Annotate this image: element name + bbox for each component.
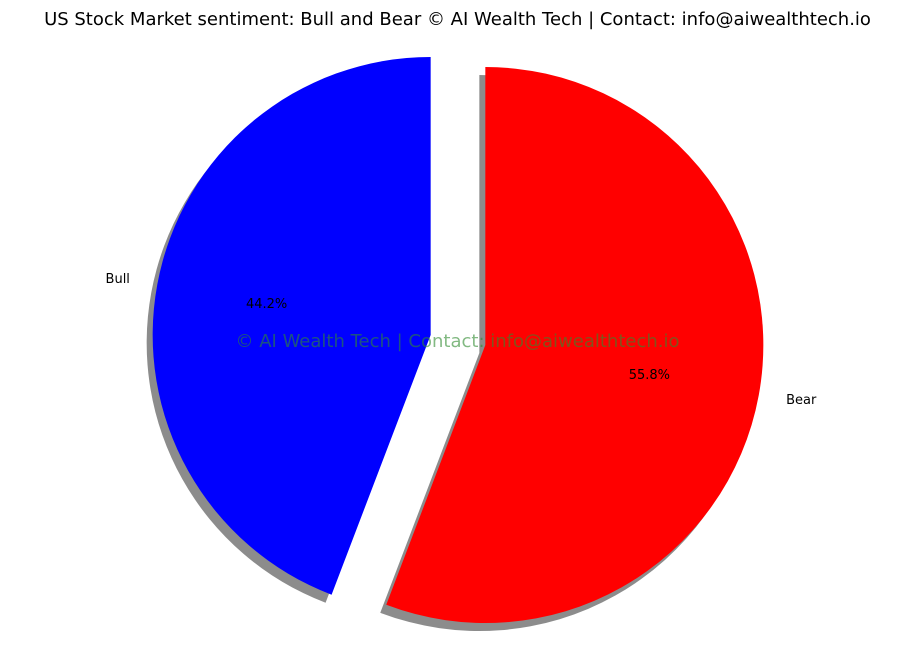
bear-slice-label: Bear: [786, 393, 817, 408]
bull-percent-label: 44.2%: [246, 297, 287, 312]
bear-percent-label: 55.8%: [629, 368, 670, 383]
pie-slice-layer: [152, 56, 764, 624]
bear-slice: [386, 67, 764, 624]
bull-slice-label: Bull: [106, 272, 130, 287]
watermark-text: © AI Wealth Tech | Contact: info@aiwealt…: [236, 331, 680, 352]
bull-slice: [152, 56, 431, 595]
chart-title: US Stock Market sentiment: Bull and Bear…: [44, 9, 871, 30]
pie-label-layer: Bull 44.2% Bear 55.8%: [106, 272, 817, 408]
